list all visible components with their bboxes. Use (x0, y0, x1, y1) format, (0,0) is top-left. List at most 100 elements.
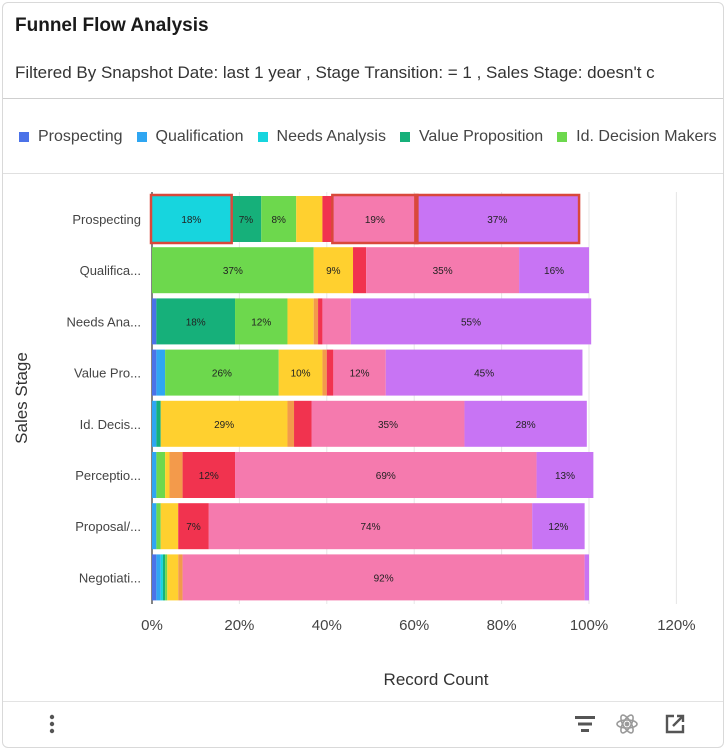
data-label: 12% (548, 522, 568, 533)
y-tick-label: Proposal/... (75, 519, 141, 534)
y-axis-title: Sales Stage (12, 352, 31, 444)
bar-segment (322, 298, 351, 345)
bar-segment (261, 196, 297, 242)
bar-segment (178, 503, 209, 550)
legend-item[interactable]: Qualification (136, 128, 244, 146)
data-label: 7% (239, 215, 254, 226)
chart-title: Funnel Flow Analysis (15, 15, 209, 36)
data-label: 18% (186, 317, 206, 328)
legend-label: Qualification (155, 128, 244, 145)
bar-segment (152, 247, 314, 294)
data-label: 69% (376, 471, 396, 482)
bar-segment (519, 247, 589, 294)
bar-segment (287, 298, 314, 345)
highlight-box (414, 193, 581, 245)
data-label: 19% (365, 215, 385, 226)
data-label: 12% (350, 369, 370, 380)
x-tick-label: 120% (657, 617, 695, 634)
bar-segment (366, 247, 520, 294)
bar-segment (235, 452, 537, 498)
data-label: 55% (461, 317, 481, 328)
atom-icon[interactable] (613, 710, 641, 738)
bar-segment (182, 452, 236, 498)
data-label: 9% (326, 266, 341, 277)
legend-label: Value Proposition (418, 128, 544, 145)
bar-segment (156, 349, 166, 396)
bar-segment (152, 196, 231, 242)
bar-segment (152, 503, 157, 550)
data-label: 8% (272, 215, 287, 226)
data-label: 37% (223, 266, 243, 277)
legend-swatch (557, 132, 568, 142)
bar-segment (333, 349, 386, 396)
header-divider (3, 98, 723, 99)
bar-segment (287, 400, 295, 447)
more-vertical-icon[interactable] (38, 710, 66, 738)
x-tick-label: 100% (570, 617, 608, 634)
data-label: 13% (555, 471, 575, 482)
bar-segment (156, 554, 161, 601)
legend-item[interactable]: Value Proposition (399, 128, 544, 146)
data-label: 18% (181, 215, 201, 226)
x-tick-label: 20% (224, 617, 254, 634)
data-label: 37% (487, 215, 507, 226)
x-tick-label: 40% (312, 617, 342, 634)
legend-item[interactable]: Prospecting (19, 128, 123, 146)
y-tick-label: Prospecting (72, 212, 141, 227)
data-label: 45% (474, 369, 494, 380)
bar-segment (169, 452, 183, 498)
legend-item[interactable]: Id. Decision Makers (557, 128, 717, 146)
bar-segment (385, 349, 583, 396)
bar-segment (208, 503, 533, 550)
bar-segment (156, 452, 166, 498)
legend-divider (3, 173, 723, 174)
bar-segment (322, 196, 334, 242)
bar-segment (235, 298, 288, 345)
y-tick-label: Needs Ana... (67, 314, 141, 329)
bar-segment (311, 400, 465, 447)
bar-segment (156, 503, 161, 550)
bar-segment (313, 298, 319, 345)
data-label: 12% (199, 471, 219, 482)
x-tick-label: 60% (399, 617, 429, 634)
data-label: 74% (360, 522, 380, 533)
bar-segment (350, 298, 592, 345)
bar-segment (318, 298, 323, 345)
card-footer (3, 702, 723, 747)
legend-item[interactable]: Needs Analysis (257, 128, 386, 146)
bar-segment (278, 349, 323, 396)
bar-segment (294, 400, 312, 447)
bar-segment (160, 503, 179, 550)
data-label: 10% (291, 369, 311, 380)
bar-segment (313, 247, 354, 294)
x-tick-label: 80% (487, 617, 517, 634)
y-tick-label: Qualifica... (80, 263, 141, 278)
bar-segment (160, 400, 288, 447)
data-label: 28% (516, 420, 536, 431)
external-link-icon[interactable] (661, 710, 689, 738)
legend-label: Id. Decision Makers (576, 128, 717, 145)
bar-segment (353, 247, 367, 294)
bar-segment (167, 554, 179, 601)
bar-segment (178, 554, 183, 601)
bar-segment (296, 196, 323, 242)
legend-swatch (19, 132, 29, 142)
bar-segment (162, 554, 166, 601)
data-label: 92% (374, 573, 394, 584)
data-label: 35% (378, 420, 398, 431)
data-label: 12% (251, 317, 271, 328)
sort-lines-icon[interactable] (571, 710, 599, 738)
data-label: 26% (212, 369, 232, 380)
bar-segment (326, 349, 334, 396)
y-tick-label: Value Pro... (74, 366, 141, 381)
bar-segment (416, 196, 579, 242)
data-label: 7% (186, 522, 201, 533)
data-label: 35% (433, 266, 453, 277)
bar-segment (165, 349, 279, 396)
bar-segment (152, 298, 157, 345)
x-tick-label: 0% (141, 617, 163, 634)
data-label: 16% (544, 266, 564, 277)
x-axis-title: Record Count (384, 670, 489, 689)
bar-segment (322, 349, 327, 396)
bar-segment (165, 452, 170, 498)
